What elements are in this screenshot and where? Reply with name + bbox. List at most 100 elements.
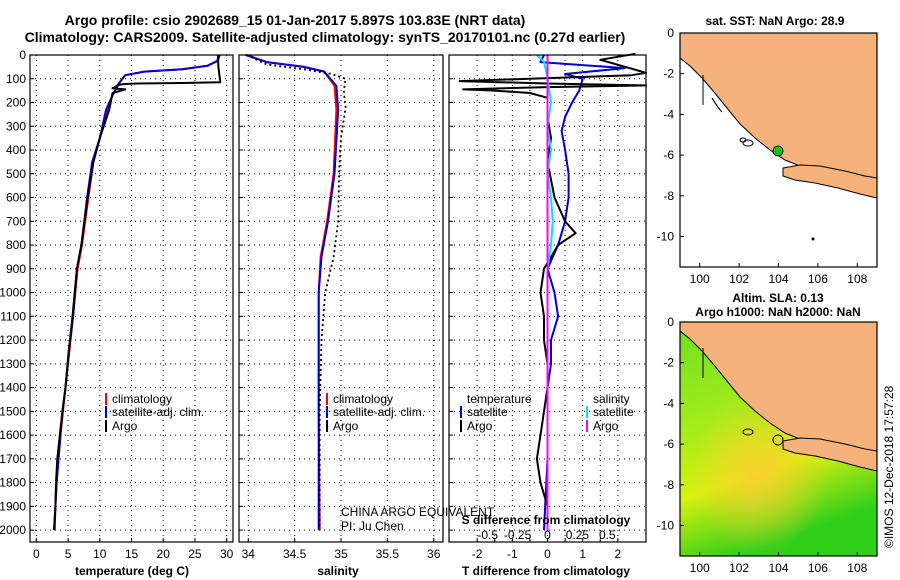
- depth-tick-label: 1400: [0, 381, 26, 395]
- sal-xtick-label: 35.5: [376, 547, 400, 561]
- sal-legend-satellite: satellite-adj. clim.: [333, 405, 425, 419]
- diff-top-tick-label: 0: [544, 528, 551, 542]
- sst-map-title: sat. SST: NaN Argo: 28.9: [706, 14, 845, 28]
- salinity-frame: [238, 54, 444, 543]
- temp-xtick-label: 10: [93, 547, 107, 561]
- difference-panel: -2 -1 0 1 2 -0.5 -0.25 0 0.25 0.5 S difference f…: [448, 52, 647, 578]
- depth-tick-label: 700: [6, 214, 26, 228]
- temperature-panel: 0 5 10 15 20 25 30 0 100 200 300 400 500 600 700 800 90…: [0, 48, 234, 578]
- temp-xtick-label: 5: [65, 547, 72, 561]
- map-xtick-label: 100: [690, 272, 710, 286]
- diff-xtick-label: 1: [579, 547, 586, 561]
- island-3: [811, 237, 815, 241]
- sal-series-satellite-adj-clim-: [246, 54, 340, 531]
- map-ytick-label: 0: [667, 315, 674, 329]
- island-chain-2: [711, 97, 723, 113]
- temp-xtick-label: 30: [220, 547, 234, 561]
- temp-series-argo: [53, 54, 222, 531]
- map-ytick-label: -2: [663, 356, 674, 370]
- map-ytick-label: -4: [663, 396, 674, 410]
- depth-tick-label: 1800: [0, 476, 26, 490]
- depth-tick-label: 800: [6, 238, 26, 252]
- imos-timestamp: ©IMOS 12-Dec-2018 17:57:28: [882, 385, 896, 548]
- map-xtick-label: 104: [768, 272, 788, 286]
- map-xtick-label: 106: [808, 561, 828, 575]
- depth-tick-label: 1600: [0, 428, 26, 442]
- map-ytick-label: -10: [657, 518, 675, 532]
- temp-xtick-label: 20: [157, 547, 171, 561]
- sal-xtick-label: 36: [427, 547, 441, 561]
- salinity-panel: 34 34.5 35 35.5 36 salinity climatology sate…: [238, 54, 495, 578]
- depth-tick-label: 1100: [0, 309, 26, 323]
- depth-tick-label: 2000: [0, 523, 26, 537]
- sal-xtick-label: 34: [242, 547, 256, 561]
- annotation-china-argo: CHINA ARGO EQUIVALENT: [341, 505, 495, 519]
- map-xtick-label: 100: [690, 561, 710, 575]
- diff-top-tick-label: -0.25: [504, 528, 532, 542]
- map-ytick-label: 0: [667, 26, 674, 40]
- sla-map-title: Altim. SLA: 0.13: [732, 291, 824, 305]
- legend-climatology: climatology: [112, 392, 172, 406]
- depth-tick-label: 1500: [0, 404, 26, 418]
- title-line-2: Climatology: CARS2009. Satellite-adjuste…: [25, 29, 626, 45]
- sla-map-subtitle: Argo h1000: NaN h2000: NaN: [695, 305, 860, 319]
- annotation-pi: PI: Ju Chen: [341, 519, 404, 533]
- diff-xtick-label: 2: [615, 547, 622, 561]
- map-ytick-label: -8: [663, 478, 674, 492]
- diff-top-tick-label: 0.5: [599, 528, 616, 542]
- sal-legend-argo: Argo: [333, 419, 359, 433]
- s-difference-label: S difference from climatology: [462, 513, 631, 527]
- map-ytick-label: -2: [663, 67, 674, 81]
- depth-tick-label: 300: [6, 119, 26, 133]
- temp-xtick-label: 0: [33, 547, 40, 561]
- map-xtick-label: 102: [729, 272, 749, 286]
- sal-xtick-label: 34.5: [283, 547, 307, 561]
- map-ytick-label: -6: [663, 148, 674, 162]
- sal-legend-climatology: climatology: [333, 392, 393, 406]
- temperature-xlabel: temperature (deg C): [75, 564, 189, 578]
- temperature-legend: climatology satellite-adj. clim. Argo: [105, 392, 204, 433]
- salinity-legend: climatology satellite-adj. clim. Argo: [326, 392, 425, 433]
- diff-top-tick-label: -0.5: [477, 528, 498, 542]
- island-1: [742, 139, 754, 147]
- depth-tick-label: 1200: [0, 333, 26, 347]
- legend-argo: Argo: [112, 419, 138, 433]
- depth-tick-label: 1700: [0, 452, 26, 466]
- diff-xtick-label: -1: [507, 547, 518, 561]
- map-xtick-label: 108: [847, 561, 867, 575]
- legend-satellite: satellite-adj. clim.: [112, 405, 204, 419]
- temp-series-satellite-adj-clim-: [53, 54, 221, 531]
- depth-tick-label: 100: [6, 72, 26, 86]
- sla-map: Altim. SLA: 0.13 Argo h1000: NaN h2000: …: [657, 291, 878, 575]
- depth-tick-label: 1900: [0, 499, 26, 513]
- island-2: [739, 137, 747, 143]
- salinity-xlabel: salinity: [317, 564, 359, 578]
- map-ytick-label: -8: [663, 189, 674, 203]
- sla-island-1: [742, 428, 754, 436]
- diff-legend-temperature: temperature: [467, 392, 532, 406]
- diff-xtick-label: -2: [472, 547, 483, 561]
- map-ytick-label: -4: [663, 107, 674, 121]
- sla-argo-location-marker: [772, 434, 784, 446]
- sst-map: sat. SST: NaN Argo: 28.9 100 102 104 106 108…: [657, 14, 878, 286]
- sal-xtick-label: 35: [334, 547, 348, 561]
- map-xtick-label: 106: [808, 272, 828, 286]
- map-xtick-label: 108: [847, 272, 867, 286]
- argo-location-marker: [772, 145, 784, 157]
- temp-xtick-label: 15: [125, 547, 139, 561]
- title-line-1: Argo profile: csio 2902689_15 01-Jan-201…: [65, 12, 526, 28]
- diff-legend-s-argo: Argo: [593, 419, 619, 433]
- depth-tick-label: 900: [6, 262, 26, 276]
- depth-tick-label: 1000: [0, 286, 26, 300]
- map-xtick-label: 102: [729, 561, 749, 575]
- depth-tick-label: 500: [6, 167, 26, 181]
- depth-tick-label: 1300: [0, 357, 26, 371]
- map-ytick-label: -10: [657, 229, 675, 243]
- depth-tick-label: 400: [6, 143, 26, 157]
- diff-xtick-label: 0: [544, 547, 551, 561]
- temp-series-climatology: [53, 54, 220, 531]
- sal-series-argo: [246, 54, 347, 531]
- map-ytick-label: -6: [663, 437, 674, 451]
- difference-legend: temperature satellite Argo salinity sate…: [460, 392, 634, 433]
